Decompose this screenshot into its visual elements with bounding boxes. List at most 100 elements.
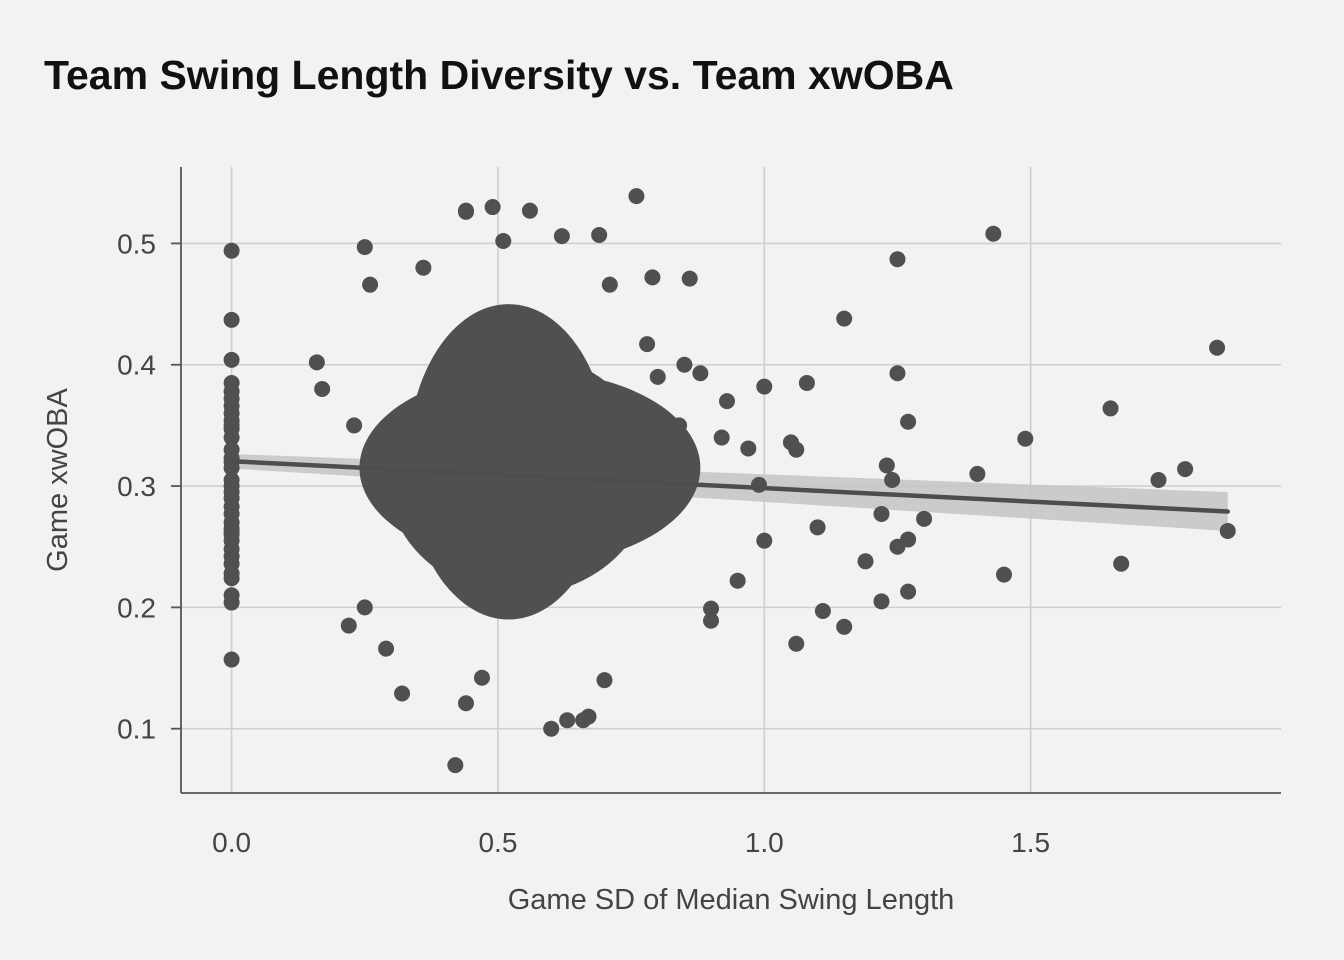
data-point: [878, 457, 895, 474]
data-point: [756, 532, 773, 549]
data-point: [223, 450, 240, 467]
data-point: [484, 199, 501, 216]
data-point: [900, 413, 917, 430]
y-axis-ticks: 0.1 0.2 0.3 0.4 0.5: [117, 228, 181, 745]
data-point: [798, 374, 815, 391]
data-point: [836, 310, 853, 327]
data-point: [457, 203, 474, 220]
x-tick-label: 0.0: [212, 827, 251, 858]
y-tick-label: 0.1: [117, 714, 156, 745]
y-axis-title: Game xwOBA: [42, 387, 74, 571]
data-point: [223, 311, 240, 328]
data-point: [575, 712, 592, 729]
data-point: [628, 188, 645, 205]
data-point: [394, 685, 411, 702]
data-point: [521, 202, 538, 219]
data-point: [1017, 430, 1034, 447]
data-point: [900, 583, 917, 600]
data-point: [836, 618, 853, 635]
data-point: [750, 476, 767, 493]
data-point: [969, 465, 986, 482]
data-point: [543, 720, 560, 737]
data-point: [223, 524, 240, 541]
trend-line: [229, 458, 1230, 514]
data-point: [596, 672, 613, 689]
y-tick-label: 0.4: [117, 350, 156, 381]
data-point: [415, 259, 432, 276]
data-point: [729, 572, 746, 589]
data-point: [308, 354, 325, 371]
data-point: [884, 472, 901, 488]
x-tick-label: 1.5: [1011, 827, 1050, 858]
y-tick-label: 0.3: [117, 471, 156, 502]
data-point: [457, 695, 474, 712]
data-point: [681, 270, 698, 287]
data-point: [553, 228, 570, 245]
data-point: [644, 269, 661, 286]
data-point: [996, 566, 1013, 583]
data-point: [713, 429, 730, 446]
data-point: [1219, 522, 1236, 539]
data-point: [601, 276, 618, 293]
data-point: [223, 651, 240, 668]
data-point: [889, 365, 906, 382]
data-point: [495, 233, 512, 250]
data-point: [223, 242, 240, 259]
data-point: [703, 612, 720, 629]
data-point: [356, 239, 373, 256]
data-point: [378, 640, 395, 657]
data-point: [340, 617, 357, 634]
y-tick-label: 0.2: [117, 592, 156, 623]
data-point: [223, 594, 240, 611]
chart-title: Team Swing Length Diversity vs. Team xwO…: [44, 52, 954, 98]
data-point: [788, 635, 805, 652]
data-point: [591, 226, 608, 243]
data-points-layer: [223, 188, 1236, 774]
data-point: [223, 429, 240, 446]
data-point: [223, 417, 240, 434]
data-point: [223, 472, 240, 488]
data-point: [671, 417, 688, 434]
data-point: [356, 599, 373, 616]
data-point: [1113, 555, 1130, 572]
data-point: [740, 440, 757, 457]
data-point: [1177, 461, 1194, 478]
data-point: [788, 441, 805, 458]
x-tick-label: 0.5: [478, 827, 517, 858]
dense-point-cloud: [407, 304, 610, 620]
data-point: [692, 365, 709, 382]
data-point: [676, 356, 693, 373]
data-point: [1102, 400, 1119, 417]
data-point: [756, 378, 773, 395]
x-axis-title: Game SD of Median Swing Length: [508, 884, 955, 916]
data-point: [346, 417, 363, 434]
data-point: [889, 251, 906, 268]
data-point: [809, 519, 826, 536]
data-point: [559, 712, 576, 729]
data-point: [916, 510, 933, 527]
data-point: [473, 669, 490, 686]
data-point: [873, 505, 890, 522]
trend-line-layer: [229, 458, 1230, 514]
axes: [180, 167, 1281, 794]
data-point: [362, 276, 379, 293]
y-tick-label: 0.5: [117, 228, 156, 259]
data-point: [223, 351, 240, 368]
x-axis-ticks: 0.0 0.5 1.0 1.5: [212, 827, 1050, 858]
data-point: [447, 757, 464, 774]
data-point: [719, 393, 736, 410]
data-point: [900, 531, 917, 548]
data-point: [314, 381, 331, 398]
data-point: [639, 336, 656, 353]
data-point: [649, 368, 666, 385]
data-point: [1209, 339, 1226, 356]
data-point: [1150, 472, 1167, 488]
data-point: [873, 593, 890, 610]
data-point: [985, 225, 1002, 242]
data-point: [703, 600, 720, 617]
data-point: [223, 570, 240, 587]
data-point: [857, 553, 874, 570]
data-point: [814, 603, 831, 620]
x-tick-label: 1.0: [745, 827, 784, 858]
